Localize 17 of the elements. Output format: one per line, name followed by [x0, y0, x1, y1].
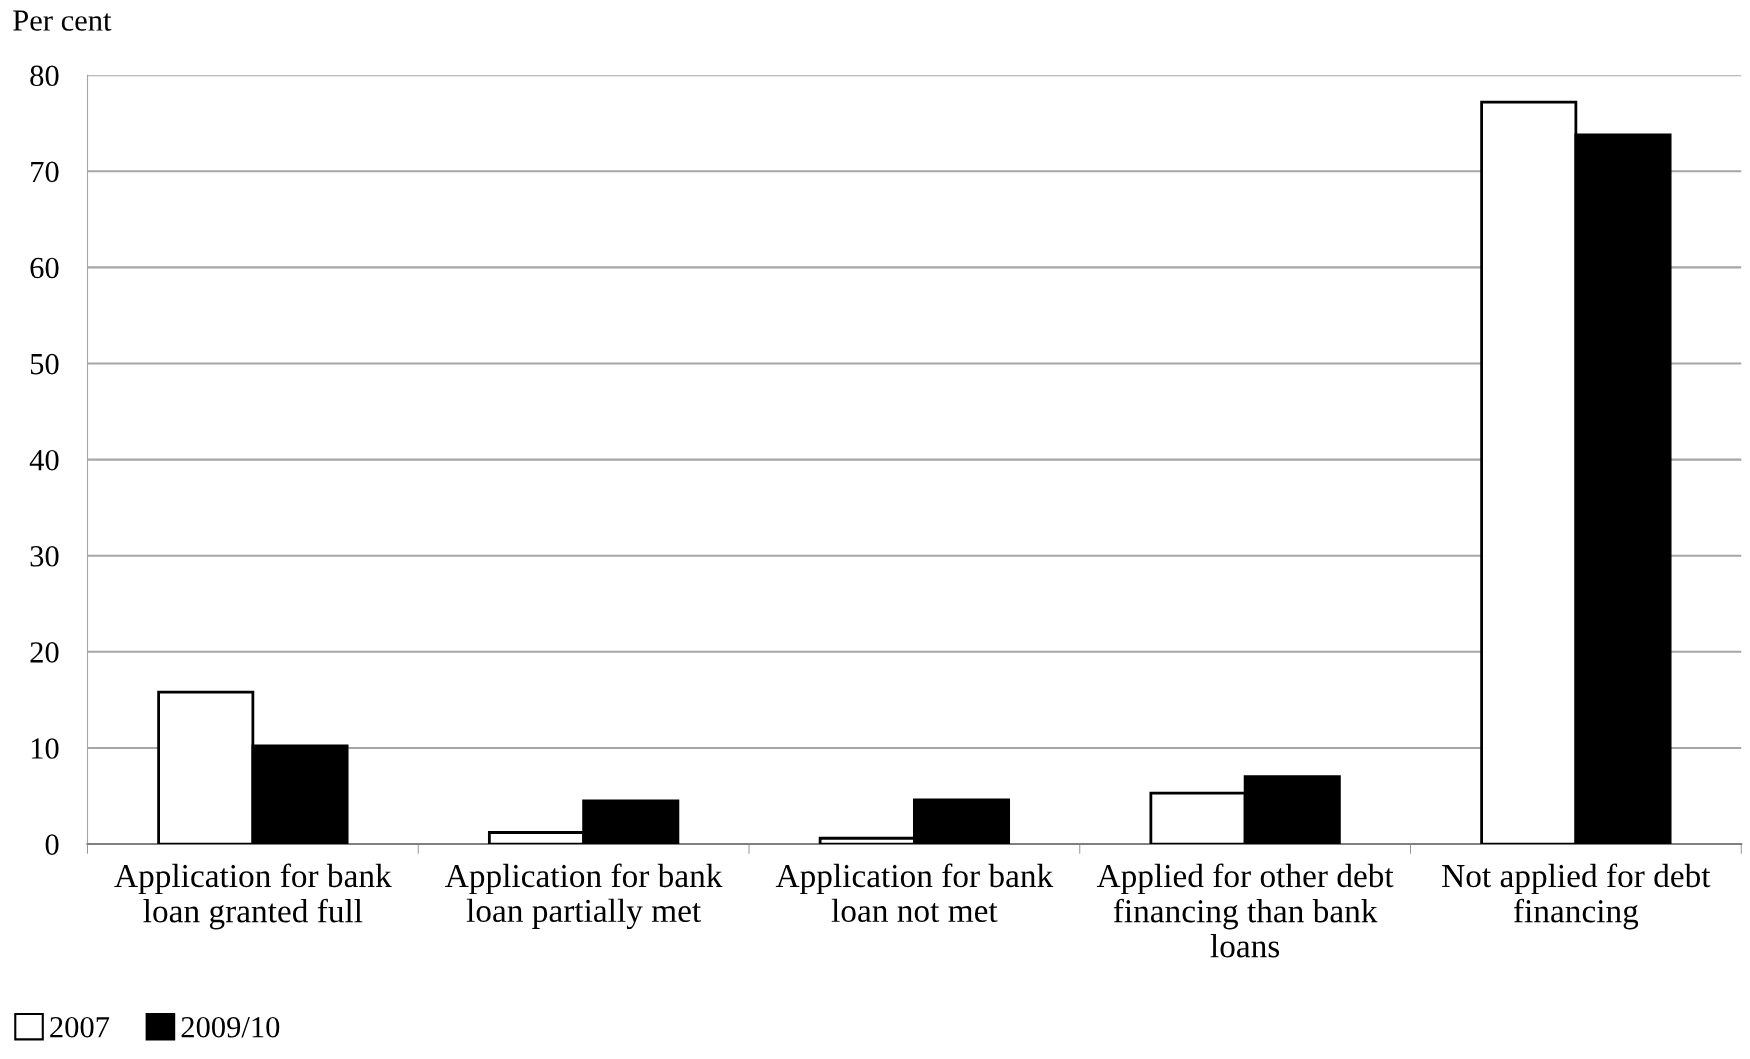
y-tick-label: 80	[30, 65, 59, 87]
legend-label: 2009/10	[181, 1016, 280, 1038]
x-tick-label: Application for bank loan granted full	[114, 863, 392, 930]
y-axis-title: Per cent	[13, 10, 112, 31]
y-tick-label: 30	[30, 545, 59, 567]
y-tick-label: 70	[31, 161, 59, 183]
y-tick-label: 60	[30, 257, 59, 279]
x-tick-label: Application for bank loan not met	[775, 863, 1054, 923]
y-tick-label: 50	[30, 353, 59, 375]
x-tick-label: Application for bank loan partially met	[445, 863, 723, 929]
x-tick-label: Not applied for debt financing	[1442, 863, 1711, 930]
y-tick-label: 0	[45, 834, 59, 855]
legend-label: 2007	[50, 1016, 110, 1038]
y-tick-label: 40	[29, 449, 59, 471]
y-tick-label: 20	[30, 642, 59, 663]
x-tick-label: Applied for other debt financing than bank loans	[1096, 863, 1394, 958]
y-tick-label: 10	[31, 738, 59, 759]
